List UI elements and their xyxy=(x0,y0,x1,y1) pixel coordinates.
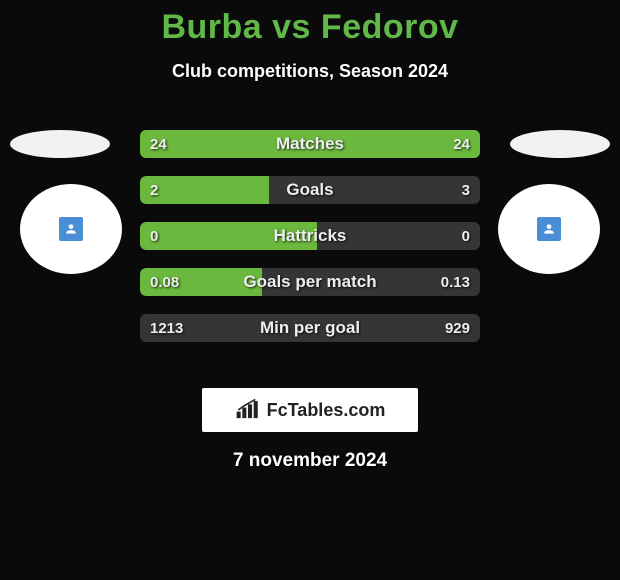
fctables-chart-icon xyxy=(235,399,261,421)
player1-name: Burba xyxy=(161,8,262,46)
stat-row: 00Hattricks xyxy=(140,222,480,250)
vs-text: vs xyxy=(272,8,311,46)
stat-fill-left xyxy=(140,268,262,296)
flag-oval-left xyxy=(10,130,110,158)
flag-oval-right xyxy=(510,130,610,158)
stat-row: 23Goals xyxy=(140,176,480,204)
stat-bars: 2424Matches 23Goals 00Hattricks 0.080.13Goa… xyxy=(140,130,480,360)
stat-row: 2424Matches xyxy=(140,130,480,158)
fctables-logo-text: FcTables.com xyxy=(267,400,386,421)
comparison-title: Burba vs Fedorov xyxy=(0,0,620,47)
stat-fill-left xyxy=(140,222,317,250)
comparison-stage: 2424Matches 23Goals 00Hattricks 0.080.13Goa… xyxy=(0,112,620,372)
player1-placeholder-icon xyxy=(59,217,83,241)
stat-fill-left xyxy=(140,176,269,204)
stat-fill-left xyxy=(140,130,480,158)
stat-track xyxy=(140,314,480,342)
date-line: 7 november 2024 xyxy=(0,450,620,472)
player2-name: Fedorov xyxy=(321,8,459,46)
stat-row: 0.080.13Goals per match xyxy=(140,268,480,296)
stat-row: 1213929Min per goal xyxy=(140,314,480,342)
subtitle: Club competitions, Season 2024 xyxy=(0,61,620,82)
fctables-logo[interactable]: FcTables.com xyxy=(202,388,418,432)
player1-avatar xyxy=(20,184,122,274)
player2-placeholder-icon xyxy=(537,217,561,241)
player2-avatar xyxy=(498,184,600,274)
